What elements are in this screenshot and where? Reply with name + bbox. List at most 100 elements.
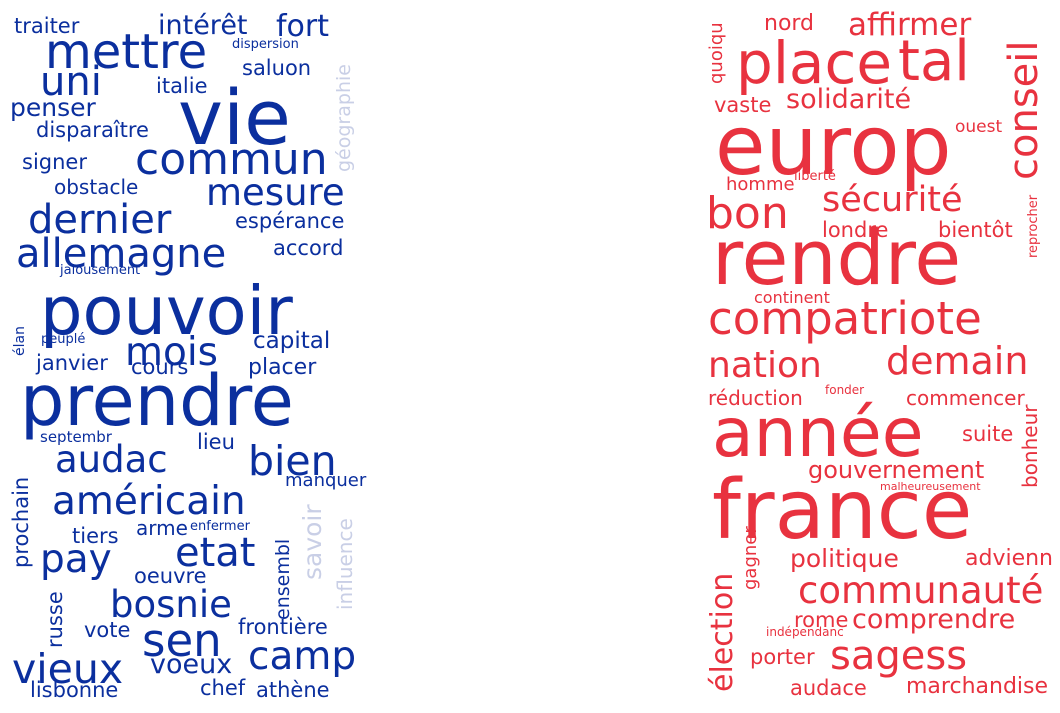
- word: frontière: [238, 615, 328, 639]
- word: nation: [708, 345, 822, 386]
- word: italie: [156, 74, 208, 98]
- word: mettre: [45, 24, 208, 80]
- word: penser: [10, 93, 96, 122]
- word: saluon: [242, 56, 312, 80]
- word: londre: [822, 218, 889, 242]
- word: suite: [962, 422, 1014, 446]
- word: affirmer: [848, 7, 972, 43]
- word: mesure: [206, 171, 345, 214]
- word: uni: [40, 59, 102, 105]
- word: cours: [131, 355, 189, 379]
- word: bonheur: [1018, 404, 1042, 489]
- word: commun: [135, 134, 328, 185]
- word: disparaître: [36, 118, 149, 142]
- word: fort: [276, 9, 330, 44]
- word: chef: [200, 676, 246, 700]
- word: advienn: [965, 546, 1053, 571]
- word: bosnie: [110, 583, 232, 626]
- word: obstacle: [54, 175, 139, 199]
- word: liberté: [794, 169, 836, 184]
- word: influence: [333, 518, 357, 610]
- word: communauté: [798, 569, 1044, 612]
- word: pay: [40, 537, 112, 582]
- word: commencer: [906, 386, 1025, 410]
- word: fonder: [825, 383, 865, 397]
- word: voeux: [150, 649, 233, 680]
- word: sagess: [830, 633, 968, 679]
- word: homme: [726, 174, 795, 195]
- word: dispersion: [232, 37, 299, 52]
- word: signer: [22, 150, 87, 174]
- word: quoiqu: [706, 22, 727, 84]
- word: ensembl: [272, 538, 294, 620]
- word: année: [712, 394, 924, 473]
- word: pouvoir: [40, 272, 293, 350]
- word: bien: [248, 437, 337, 485]
- word: nord: [764, 11, 815, 36]
- word: audace: [790, 676, 867, 700]
- word: prendre: [20, 360, 294, 442]
- word: sen: [142, 614, 222, 667]
- word: jalousement: [60, 263, 141, 278]
- word: rendre: [712, 213, 962, 302]
- word: comprendre: [852, 604, 1016, 635]
- word: ouest: [955, 117, 1003, 137]
- word: enfermer: [190, 519, 250, 534]
- word: septembr: [40, 428, 112, 446]
- word: mois: [125, 330, 219, 375]
- word: rome: [794, 608, 849, 632]
- word: américain: [52, 479, 246, 524]
- word: dernier: [28, 197, 172, 243]
- word: traiter: [14, 14, 80, 38]
- word: bon: [706, 188, 789, 239]
- word: capital: [253, 328, 331, 354]
- word: lisbonne: [30, 678, 119, 702]
- word: intérêt: [158, 10, 248, 41]
- word: allemagne: [16, 231, 227, 277]
- word: peuplé: [41, 332, 86, 347]
- word: géographie: [333, 64, 355, 172]
- word: accord: [273, 236, 344, 260]
- word: compatriote: [708, 292, 982, 345]
- word-cloud-left: traiter dispersion intérêt fort mettre u…: [0, 0, 366, 713]
- word: gouvernement: [808, 456, 985, 484]
- word: indépendanc: [766, 625, 844, 639]
- word: athène: [256, 678, 330, 702]
- word: janvier: [36, 351, 108, 375]
- word: porter: [750, 645, 815, 669]
- word: malheureusement: [880, 480, 981, 493]
- word: marchandise: [906, 674, 1049, 699]
- word: tal: [898, 29, 970, 94]
- word: camp: [248, 634, 357, 679]
- word: politique: [790, 544, 899, 573]
- word: arme: [136, 516, 188, 540]
- word: bientôt: [938, 218, 1013, 242]
- word: continent: [754, 288, 830, 307]
- word: france: [712, 463, 973, 558]
- word: vieux: [12, 645, 124, 693]
- word: vaste: [714, 93, 772, 117]
- word: solidarité: [786, 84, 912, 115]
- word: place: [736, 29, 893, 97]
- word: audac: [55, 438, 168, 481]
- word: tiers: [72, 524, 119, 548]
- word: oeuvre: [134, 564, 207, 588]
- word: élan: [12, 326, 28, 356]
- word: sécurité: [822, 180, 963, 220]
- word: russe: [43, 591, 67, 648]
- word: espérance: [235, 209, 345, 233]
- word: gagner: [740, 526, 761, 590]
- word: reprocher: [1026, 194, 1041, 258]
- word: savoir: [298, 504, 327, 580]
- word: manquer: [285, 470, 367, 491]
- word-cloud-right: quoiqu nord affirmer place tal vaste sol…: [700, 0, 1060, 713]
- word: élection: [705, 572, 740, 692]
- word: réduction: [708, 386, 803, 410]
- word: europ: [715, 99, 952, 194]
- word: vote: [84, 618, 131, 642]
- word: prochain: [9, 476, 33, 568]
- word: lieu: [197, 430, 235, 454]
- word: etat: [175, 530, 256, 576]
- word: placer: [248, 355, 317, 380]
- word: vie: [178, 73, 291, 162]
